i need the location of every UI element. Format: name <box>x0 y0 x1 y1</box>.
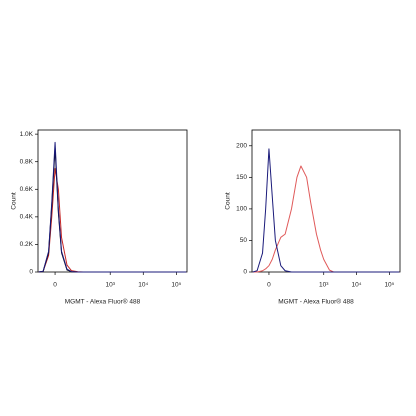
y-tick-label: 0.6K <box>20 186 34 193</box>
y-tick-label: 0.4K <box>20 214 34 221</box>
histogram-line <box>252 148 400 273</box>
histogram-line <box>38 168 187 273</box>
x-tick-label: 10⁵ <box>384 282 394 289</box>
x-axis-label: MGMT - Alexa Fluor® 488 <box>278 298 354 306</box>
y-tick-label: 1.0K <box>20 131 34 138</box>
y-axis-label: Count <box>225 192 232 210</box>
y-tick-label: 0 <box>243 269 247 276</box>
y-tick-label: 100 <box>236 206 247 213</box>
x-tick-label: 10⁴ <box>352 282 362 289</box>
histogram-line <box>38 147 187 273</box>
y-tick-label: 0 <box>29 269 33 276</box>
plot-frame <box>251 129 401 273</box>
x-tick-label: 10³ <box>319 282 329 289</box>
x-tick-label: 0 <box>53 282 57 289</box>
y-axis-label: Count <box>11 192 18 210</box>
y-tick-label: 200 <box>236 142 247 149</box>
x-tick-label: 10³ <box>106 282 116 289</box>
y-tick-label: 50 <box>240 237 248 244</box>
histogram-line <box>38 141 187 273</box>
x-tick-label: 10⁵ <box>171 282 181 289</box>
plot-frame <box>37 129 188 273</box>
histogram-line <box>252 165 400 273</box>
y-tick-label: 0.2K <box>20 241 34 248</box>
x-tick-label: 10⁴ <box>138 282 148 289</box>
y-tick-label: 0.8K <box>20 158 34 165</box>
y-tick-label: 150 <box>236 174 247 181</box>
x-tick-label: 0 <box>267 282 271 289</box>
x-axis-label: MGMT - Alexa Fluor® 488 <box>65 298 141 306</box>
